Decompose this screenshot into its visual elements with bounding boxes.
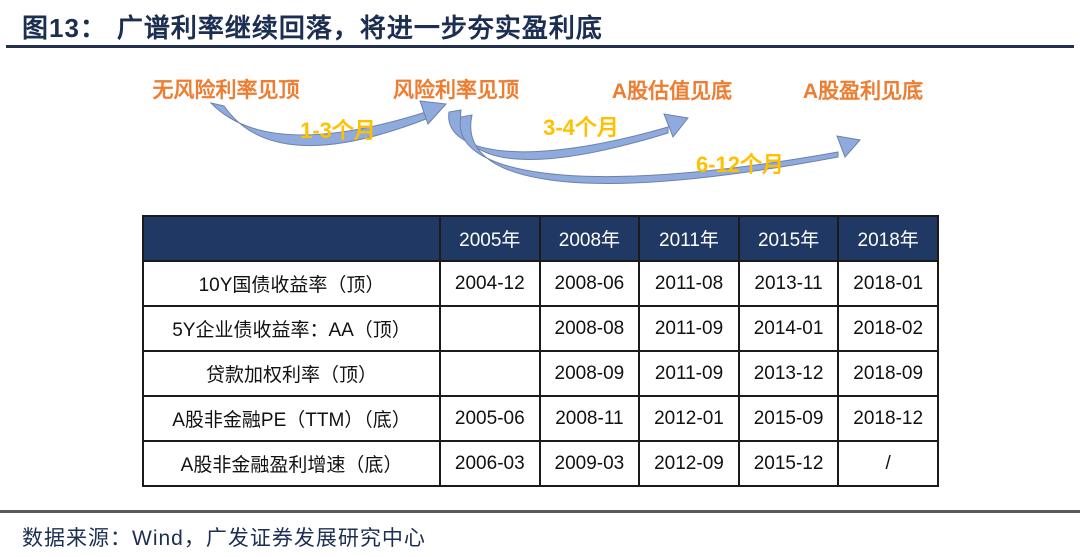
cell: 2014-01 <box>737 305 840 352</box>
cell: 2008-09 <box>538 350 641 397</box>
flow-node-risk-rate-top: 风险利率见顶 <box>393 79 519 102</box>
cell: 2011-09 <box>638 350 740 397</box>
table-header-row: 2005年 2008年 2011年 2015年 2018年 <box>142 215 939 262</box>
cell: 2018-01 <box>837 260 939 307</box>
cell <box>439 350 541 397</box>
header-year-2015: 2015年 <box>737 215 840 262</box>
header-year-2008: 2008年 <box>538 215 641 262</box>
table-row: 贷款加权利率（顶） 2008-09 2011-09 2013-12 2018-0… <box>142 350 939 397</box>
cell: / <box>837 440 939 487</box>
header-year-2018: 2018年 <box>837 215 939 262</box>
arrow-label-3-4-months: 3-4个月 <box>543 115 619 140</box>
flow-node-valuation-bottom: A股估值见底 <box>611 80 733 103</box>
flow-node-riskfree-rate-top: 无风险利率见顶 <box>152 79 300 102</box>
cell: 2008-06 <box>538 260 641 307</box>
cell: 2011-09 <box>638 305 740 352</box>
cell: 2013-11 <box>737 260 840 307</box>
cell: 2006-03 <box>439 440 541 487</box>
cell: 2013-12 <box>737 350 840 397</box>
table-row: 10Y国债收益率（顶） 2004-12 2008-06 2011-08 2013… <box>142 260 939 307</box>
cell: 2015-12 <box>737 440 840 487</box>
cell: 2018-09 <box>837 350 939 397</box>
cell <box>439 305 541 352</box>
row-label-5y-corp-bond: 5Y企业债收益率：AA（顶） <box>142 305 441 352</box>
figure-number: 图13： <box>22 13 107 43</box>
table-row: 5Y企业债收益率：AA（顶） 2008-08 2011-09 2014-01 2… <box>142 305 939 352</box>
table-row: A股非金融盈利增速（底） 2006-03 2009-03 2012-09 201… <box>142 440 939 487</box>
row-label-weighted-loan-rate: 贷款加权利率（顶） <box>142 350 441 397</box>
footer-divider <box>0 510 1080 513</box>
data-source-note: 数据来源：Wind，广发证券发展研究中心 <box>22 527 426 550</box>
cell: 2011-08 <box>638 260 740 307</box>
cell: 2015-09 <box>737 395 840 442</box>
cell: 2018-02 <box>837 305 939 352</box>
arrow-label-6-12-months: 6-12个月 <box>695 152 785 177</box>
row-label-ashare-profit-growth: A股非金融盈利增速（底） <box>142 440 441 487</box>
cell: 2008-11 <box>538 395 641 442</box>
arrow-label-1-3-months: 1-3个月 <box>300 118 376 143</box>
cell: 2012-01 <box>638 395 740 442</box>
curved-arrow-3 <box>459 114 861 184</box>
header-year-2005: 2005年 <box>439 215 541 262</box>
cell: 2012-09 <box>638 440 740 487</box>
cell: 2005-06 <box>439 395 541 442</box>
row-label-10y-treasury: 10Y国债收益率（顶） <box>142 260 441 307</box>
cell: 2018-12 <box>837 395 939 442</box>
row-label-ashare-pe: A股非金融PE（TTM）（底） <box>142 395 441 442</box>
flow-node-earnings-bottom: A股盈利见底 <box>802 80 924 103</box>
header-year-2011: 2011年 <box>638 215 740 262</box>
table-row: A股非金融PE（TTM）（底） 2005-06 2008-11 2012-01 … <box>142 395 939 442</box>
cell: 2004-12 <box>439 260 541 307</box>
title-divider <box>6 45 1074 48</box>
rates-turning-points-table: 2005年 2008年 2011年 2015年 2018年 10Y国债收益率（顶… <box>142 215 939 487</box>
cell: 2009-03 <box>538 440 641 487</box>
figure-title-text: 广谱利率继续回落，将进一步夯实盈利底 <box>116 13 603 43</box>
header-blank-cell <box>142 215 441 262</box>
figure-title: 图13： 广谱利率继续回落，将进一步夯实盈利底 <box>22 8 603 45</box>
cell: 2008-08 <box>538 305 641 352</box>
